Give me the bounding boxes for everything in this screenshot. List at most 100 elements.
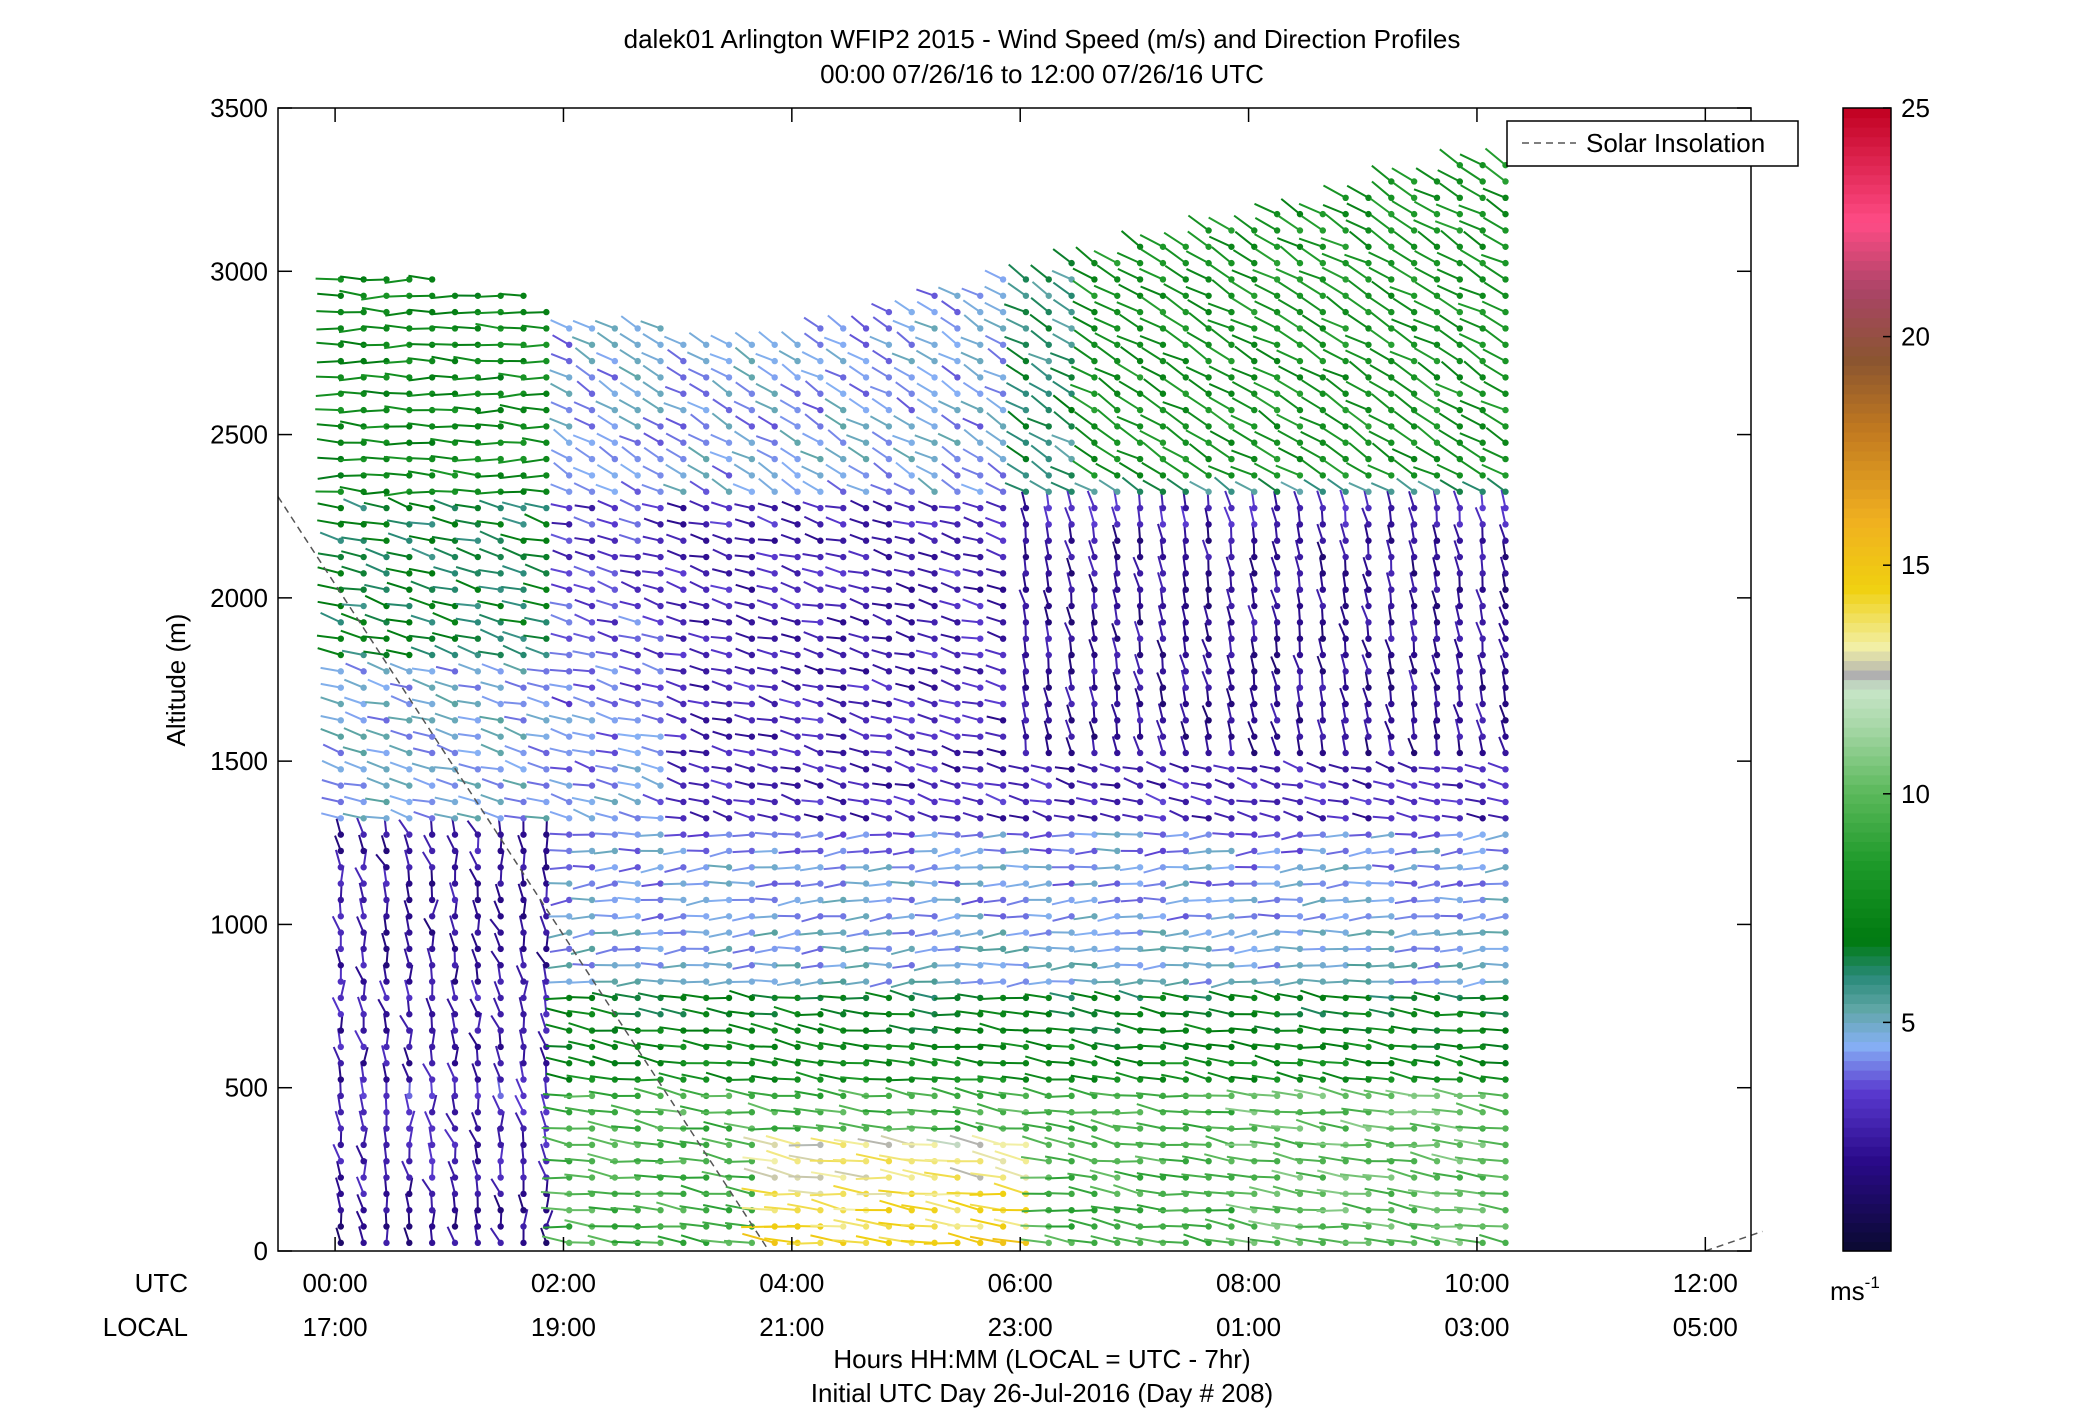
wind-barb [435,665,456,673]
wind-barb-point [1068,292,1075,299]
wind-barb [1162,352,1187,363]
wind-barb-point [337,978,345,985]
wind-barb-point [1022,733,1030,740]
wind-barb [1188,378,1210,395]
wind-barb [1158,1240,1186,1244]
wind-barb-point [657,864,664,871]
wind-barb-point [1091,586,1098,593]
wind-barb-point [543,390,550,397]
wind-barb [993,1143,1026,1146]
wind-barb [941,445,959,460]
wind-barb-point [702,913,710,920]
wind-barb-point [611,455,619,463]
wind-barb-point [1068,668,1075,675]
wind-barb [1074,898,1095,904]
wind-barb-point [771,1239,778,1247]
wind-barb-point [1136,308,1144,316]
wind-barb-point [1091,1076,1098,1083]
wind-barb-point [748,815,756,822]
wind-barb-point [840,929,847,936]
wind-barb-point [588,733,596,740]
wind-barb [567,1009,593,1016]
wind-barb-point [1273,929,1281,936]
wind-barb-point [428,798,436,806]
wind-barb-point [1136,798,1144,806]
wind-barb [595,812,616,820]
wind-barb [1185,1010,1209,1016]
wind-barb [915,866,935,873]
wind-barb [1162,401,1187,412]
wind-barb [367,678,387,689]
wind-barb-point [520,896,527,904]
wind-barb-point [360,1141,367,1149]
wind-barb-point [360,1092,367,1100]
wind-barb-point [1159,896,1167,904]
wind-barb-point [954,423,961,430]
wind-barb-point [1068,978,1075,985]
wind-barb-point [1136,847,1144,855]
wind-barb-point [634,586,641,593]
wind-barb [1257,833,1278,838]
wind-barb-point [1159,913,1167,920]
wind-barb [656,1086,684,1097]
wind-barb-point [725,553,733,561]
wind-barb-point [908,717,915,724]
wind-barb-point [406,1239,413,1247]
wind-barb [753,931,775,937]
wind-barb-point [428,1027,436,1034]
wind-barb-point [337,749,345,757]
wind-barb-point [840,406,847,414]
wind-barb-point [1273,994,1281,1002]
wind-barb [367,715,387,722]
wind-barb-point [1022,439,1030,446]
wind-barb-point [1205,439,1212,446]
wind-barb [1181,1223,1209,1228]
wind-barb [1208,346,1232,362]
wind-barb-point [406,537,413,544]
wind-barb [682,1039,707,1048]
wind-barb-point [1114,537,1121,544]
wind-barb-point [680,880,687,887]
wind-barb-point [1228,766,1235,773]
wind-barb-point [1045,504,1052,512]
wind-barb-point [565,847,573,855]
wind-barb [889,989,913,999]
wind-barb-point [748,1141,756,1149]
wind-barb-point [428,455,436,463]
wind-barb [1211,246,1233,264]
wind-barb-point [1045,733,1052,740]
wind-barb [1119,915,1141,919]
wind-barb-point [680,1092,687,1100]
wind-barb-point [794,1043,801,1051]
wind-barb-point [360,570,367,577]
wind-barb-point [725,945,733,953]
wind-barb-point [794,913,801,920]
wind-barb [617,792,639,803]
wind-barb-point [748,455,756,463]
wind-barb-point [543,700,550,708]
wind-barb [850,315,867,330]
wind-barb [735,381,753,395]
wind-barb-point [1022,521,1030,528]
wind-barb-point [383,504,390,512]
wind-barb-point [794,341,801,348]
wind-barb-point [931,1206,938,1214]
wind-barb [1051,848,1072,852]
wind-barb [549,369,570,379]
wind-barb [1050,964,1072,971]
wind-barb-point [360,1157,367,1165]
wind-barb [594,796,616,803]
wind-barb [1068,1119,1095,1130]
wind-barb-point [931,896,938,904]
wind-barb-point [977,962,984,969]
wind-barb-point [862,423,870,430]
wind-barb [611,1125,638,1130]
wind-barb [1138,1075,1164,1081]
wind-barb-point [428,766,436,773]
wind-barb-point [702,521,710,528]
wind-barb [1232,980,1255,984]
wind-barb [833,1184,867,1195]
wind-barb-point [474,782,482,789]
wind-barb-point [406,423,413,430]
wind-barb-point [1136,651,1144,659]
